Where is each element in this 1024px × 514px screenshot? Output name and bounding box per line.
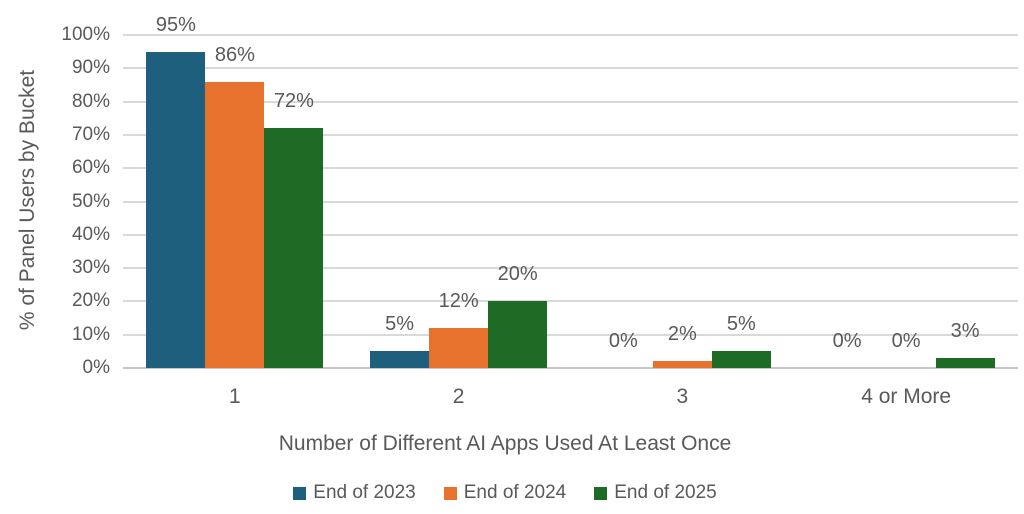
- gridline: [123, 34, 1018, 36]
- legend-item: End of 2025: [594, 482, 717, 504]
- bar-value-label: 20%: [497, 263, 538, 286]
- bar-value-label: 72%: [273, 90, 314, 113]
- bar: [146, 51, 206, 368]
- legend-swatch-icon: [293, 486, 307, 500]
- legend-label: End of 2024: [463, 482, 567, 503]
- bar-value-label: 0%: [891, 330, 921, 352]
- bar: [429, 328, 489, 368]
- y-tick-label: 10%: [71, 323, 110, 345]
- y-tick-label: 40%: [71, 223, 110, 245]
- gridline: [123, 267, 1018, 270]
- y-tick-label: 90%: [71, 57, 110, 79]
- y-axis-title: % of Panel Users by Bucket: [16, 69, 39, 331]
- x-axis-line: [123, 367, 1018, 369]
- legend-swatch-icon: [594, 486, 608, 500]
- x-category-label: 1: [229, 385, 241, 408]
- gridline: [123, 200, 1018, 203]
- legend: End of 2023 End of 2024 End of 2025: [0, 482, 1010, 504]
- y-tick-label: 0%: [82, 357, 110, 378]
- y-tick-label: 80%: [71, 90, 110, 112]
- legend-label: End of 2023: [313, 482, 416, 503]
- legend-label: End of 2025: [614, 482, 717, 503]
- gridline: [123, 233, 1018, 236]
- bar-value-label: 5%: [385, 313, 415, 336]
- y-tick-label: 20%: [71, 290, 110, 312]
- legend-item: End of 2023: [293, 482, 416, 504]
- gridline: [123, 333, 1018, 336]
- bar-value-label: 0%: [608, 330, 638, 352]
- bar-value-label: 3%: [950, 320, 980, 342]
- y-tick-label: 100%: [61, 24, 110, 45]
- x-category-label: 2: [452, 385, 465, 408]
- y-tick-label: 30%: [71, 257, 110, 279]
- bar-value-label: 2%: [667, 323, 697, 346]
- bar: [935, 358, 995, 368]
- bar: [205, 81, 265, 368]
- legend-swatch-icon: [443, 486, 457, 500]
- bar-value-label: 12%: [438, 290, 479, 313]
- gridline: [123, 167, 1018, 170]
- x-category-label: 4 or More: [861, 385, 952, 408]
- y-tick-label: 60%: [71, 157, 110, 179]
- x-axis-title: Number of Different AI Apps Used At Leas…: [278, 432, 732, 455]
- bar: [264, 128, 324, 368]
- bar-value-label: 86%: [214, 43, 255, 66]
- bar-value-label: 5%: [726, 313, 756, 336]
- gridline: [123, 100, 1018, 103]
- y-tick-label: 70%: [71, 123, 110, 145]
- gridline: [123, 300, 1018, 303]
- x-category-label: 3: [676, 385, 689, 408]
- y-tick-label: 50%: [71, 190, 110, 212]
- gridline: [123, 67, 1018, 70]
- bar-value-label: 95%: [155, 13, 196, 36]
- bar: [370, 351, 430, 368]
- bar-value-label: 0%: [832, 330, 862, 352]
- bar: [711, 351, 771, 368]
- legend-item: End of 2024: [443, 482, 567, 504]
- gridline: [123, 133, 1018, 136]
- bar: [652, 361, 712, 368]
- bar: [488, 301, 548, 368]
